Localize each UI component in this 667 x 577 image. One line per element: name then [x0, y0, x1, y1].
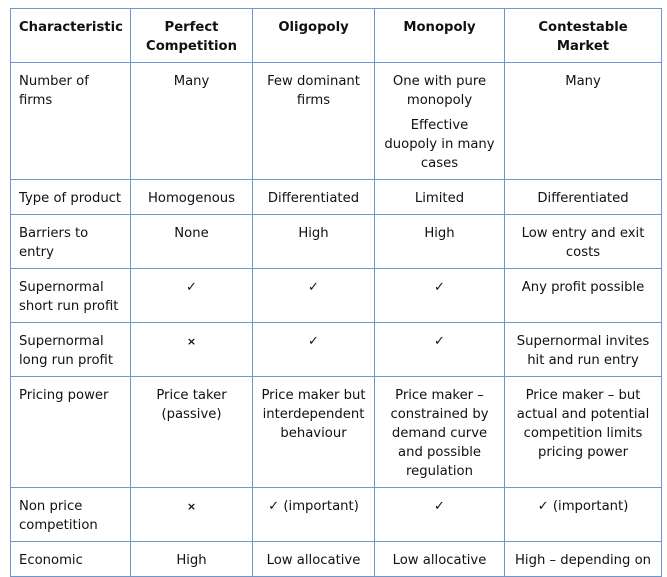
cell-contestable: Any profit possible — [504, 268, 662, 323]
table-row: Supernormal long run profit × ✓ ✓ Supern… — [10, 322, 662, 377]
row-label: Barriers to entry — [10, 214, 131, 269]
cell-oligopoly: Few dominant firms — [252, 62, 375, 180]
table-row: Type of product Homogenous Differentiate… — [10, 179, 662, 215]
header-characteristic: Characteristic — [10, 8, 131, 63]
cell-monopoly: ✓ — [374, 322, 505, 377]
row-label: Economic — [10, 541, 131, 577]
cell-contestable: ✓ (important) — [504, 487, 662, 542]
cell-oligopoly: ✓ — [252, 268, 375, 323]
check-icon: ✓ — [434, 280, 445, 295]
check-icon: ✓ — [434, 499, 445, 514]
cell-oligopoly: ✓ — [252, 322, 375, 377]
cell-monopoly: High — [374, 214, 505, 269]
check-icon: ✓ — [434, 334, 445, 349]
check-icon: ✓ — [308, 280, 319, 295]
row-label: Supernormal long run profit — [10, 322, 131, 377]
row-label: Pricing power — [10, 376, 131, 488]
row-label: Number of firms — [10, 62, 131, 180]
cell-oligopoly: ✓ (important) — [252, 487, 375, 542]
row-label: Supernormal short run profit — [10, 268, 131, 323]
cell-oligopoly: Price maker but interdependent behaviour — [252, 376, 375, 488]
cell-oligopoly: High — [252, 214, 375, 269]
cell-monopoly-main: One with pure monopoly — [392, 74, 487, 108]
cell-monopoly-extra: Effective duopoly in many cases — [384, 118, 495, 171]
cell-monopoly: Price maker – constrained by demand curv… — [374, 376, 505, 488]
market-structures-table: Characteristic Perfect Competition Oligo… — [10, 8, 662, 577]
cell-perfect: Many — [130, 62, 253, 180]
cross-icon: × — [186, 335, 197, 348]
cell-contestable: Differentiated — [504, 179, 662, 215]
check-icon: ✓ — [186, 280, 197, 295]
cell-contestable: High – depending on — [504, 541, 662, 577]
cell-perfect: None — [130, 214, 253, 269]
check-icon: ✓ — [308, 334, 319, 349]
cell-monopoly: Low allocative — [374, 541, 505, 577]
row-label: Non price competition — [10, 487, 131, 542]
table-row: Pricing power Price taker (passive) Pric… — [10, 376, 662, 488]
cell-perfect: High — [130, 541, 253, 577]
cell-perfect: Homogenous — [130, 179, 253, 215]
header-oligopoly: Oligopoly — [252, 8, 375, 63]
table-row: Economic High Low allocative Low allocat… — [10, 541, 662, 577]
cell-perfect: ✓ — [130, 268, 253, 323]
cell-perfect: × — [130, 322, 253, 377]
cross-icon: × — [186, 500, 197, 513]
header-monopoly: Monopoly — [374, 8, 505, 63]
cell-contestable: Supernormal invites hit and run entry — [504, 322, 662, 377]
row-label: Type of product — [10, 179, 131, 215]
cell-contestable: Price maker – but actual and potential c… — [504, 376, 662, 488]
table-row: Number of firms Many Few dominant firms … — [10, 62, 662, 180]
table-row: Barriers to entry None High High Low ent… — [10, 214, 662, 269]
cell-monopoly: Limited — [374, 179, 505, 215]
table-row: Supernormal short run profit ✓ ✓ ✓ Any p… — [10, 268, 662, 323]
cell-oligopoly: Low allocative — [252, 541, 375, 577]
cell-monopoly: One with pure monopoly Effective duopoly… — [374, 62, 505, 180]
header-perfect-competition: Perfect Competition — [130, 8, 253, 63]
cell-perfect: × — [130, 487, 253, 542]
cell-oligopoly: Differentiated — [252, 179, 375, 215]
header-contestable-market: Contestable Market — [504, 8, 662, 63]
cell-contestable: Many — [504, 62, 662, 180]
header-row: Characteristic Perfect Competition Oligo… — [10, 8, 662, 63]
cell-perfect: Price taker (passive) — [130, 376, 253, 488]
cell-monopoly: ✓ — [374, 487, 505, 542]
cell-contestable: Low entry and exit costs — [504, 214, 662, 269]
cell-monopoly: ✓ — [374, 268, 505, 323]
table-row: Non price competition × ✓ (important) ✓ … — [10, 487, 662, 542]
